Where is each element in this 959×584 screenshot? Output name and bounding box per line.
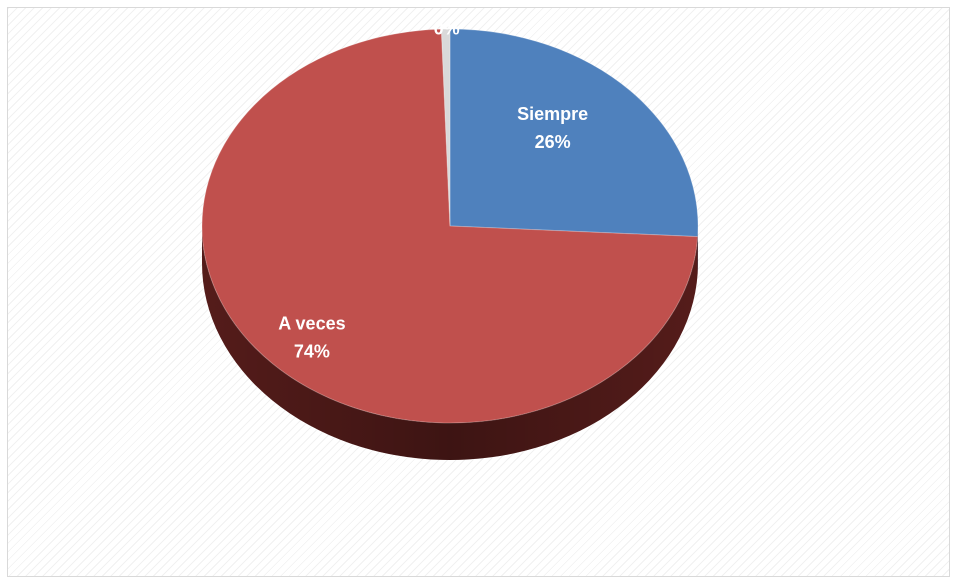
- chart-area: Siempre 26% A veces 74% Nunca 0%: [7, 7, 950, 577]
- pie-slice-nunca: [440, 28, 451, 227]
- slice-label-nunca: Nunca: [419, 8, 475, 10]
- slice-label-a-veces: A veces: [278, 314, 345, 334]
- slice-percent-a-veces: 74%: [294, 342, 330, 362]
- pie-slice-siempre: [449, 28, 699, 238]
- pie-side-shade: [202, 226, 698, 460]
- slice-percent-nunca: 0%: [434, 18, 460, 38]
- pie-slice-a-veces: [201, 28, 699, 424]
- slice-percent-siempre: 26%: [535, 132, 571, 152]
- pie-chart: Siempre 26% A veces 74% Nunca 0%: [201, 8, 699, 460]
- slice-label-siempre: Siempre: [517, 104, 588, 124]
